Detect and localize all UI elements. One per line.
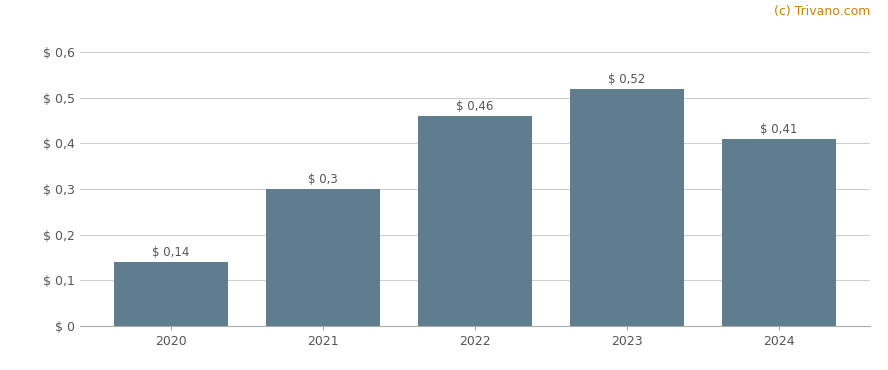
Text: $ 0,52: $ 0,52 <box>608 73 646 85</box>
Bar <box>266 189 380 326</box>
Text: $ 0,14: $ 0,14 <box>153 246 190 259</box>
Text: $ 0,46: $ 0,46 <box>456 100 494 113</box>
Bar <box>722 139 836 326</box>
Text: (c) Trivano.com: (c) Trivano.com <box>773 5 870 18</box>
Bar <box>418 116 532 326</box>
Text: $ 0,41: $ 0,41 <box>760 123 797 136</box>
Bar <box>570 89 684 326</box>
Bar <box>115 262 228 326</box>
Text: $ 0,3: $ 0,3 <box>308 173 338 186</box>
